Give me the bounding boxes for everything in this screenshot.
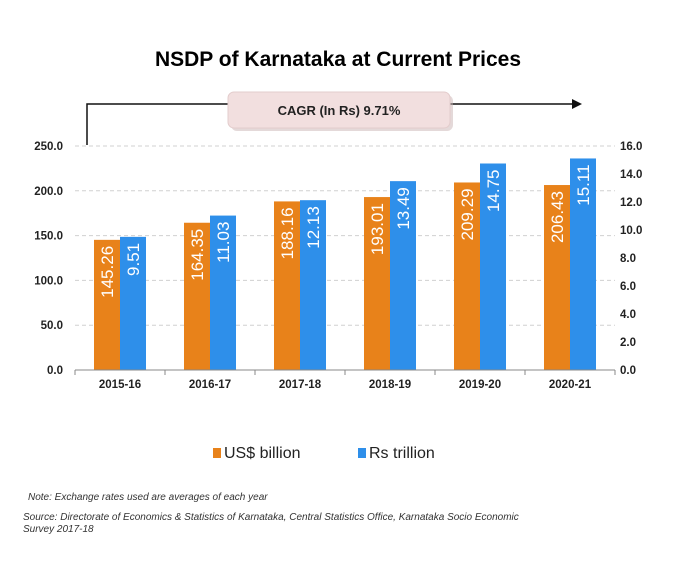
y-right-tick-label: 16.0 [620,141,642,153]
note-text: Note: Exchange rates used are averages o… [28,492,268,503]
data-label: 12.13 [304,206,323,249]
bar-rs [210,215,236,370]
data-label: 193.01 [368,203,387,255]
y-right-tick-label: 14.0 [620,169,642,181]
source-text-line1: Source: Directorate of Economics & Stati… [23,512,519,523]
data-label: 145.26 [98,246,117,298]
data-label: 13.49 [394,187,413,230]
bar-usd [184,222,210,370]
y-left-tick-label: 0.0 [47,365,63,377]
cagr-label: CAGR (In Rs) 9.71% [278,103,401,118]
data-label: 9.51 [124,243,143,276]
cagr-annotation: CAGR (In Rs) 9.71% [86,91,582,145]
y-right-tick-label: 6.0 [620,281,636,293]
data-label: 11.03 [214,222,233,263]
y-right-tick-label: 10.0 [620,225,642,237]
legend-swatch-rs [358,448,366,458]
x-tick-label: 2018-19 [369,379,411,391]
y-right-tick-label: 8.0 [620,253,636,265]
data-label: 164.35 [188,229,207,281]
cagr-arrowhead-icon [572,99,582,109]
y-left-tick-label: 250.0 [34,141,63,153]
y-left-tick-label: 50.0 [41,320,63,332]
data-label: 206.43 [548,191,567,243]
y-left-tick-label: 200.0 [34,186,63,198]
y-left-tick-label: 100.0 [34,275,63,287]
data-label: 15.11 [574,164,593,205]
data-label: 209.29 [458,188,477,240]
cagr-box [227,91,451,129]
legend-swatch-usd [213,448,221,458]
bar-rs [120,236,146,370]
bar-usd [274,201,300,370]
bar-rs [390,181,416,370]
source-text-line2: Survey 2017-18 [23,524,94,535]
bar-usd [364,197,390,370]
data-label: 188.16 [278,207,297,259]
x-tick-label: 2015-16 [99,379,141,391]
bar-usd [94,239,120,370]
y-right-tick-label: 0.0 [620,365,636,377]
bar-rs [480,163,506,370]
legend-label-rs: Rs trillion [369,445,435,462]
data-label: 14.75 [484,170,503,213]
x-tick-label: 2017-18 [279,379,322,391]
y-left-tick-label: 150.0 [34,231,63,243]
x-tick-label: 2019-20 [459,379,501,391]
x-tick-label: 2016-17 [189,379,231,391]
legend-label-usd: US$ billion [224,445,300,462]
y-right-tick-label: 2.0 [620,337,636,349]
x-tick-label: 2020-21 [549,379,592,391]
bar-rs [570,158,596,370]
bar-usd [454,182,480,370]
bar-rs [300,200,326,370]
y-right-tick-label: 12.0 [620,197,642,209]
legend: US$ billion Rs trillion [213,445,435,462]
y-right-tick-label: 4.0 [620,309,636,321]
bar-usd [544,185,570,370]
chart-title: NSDP of Karnataka at Current Prices [155,48,521,71]
